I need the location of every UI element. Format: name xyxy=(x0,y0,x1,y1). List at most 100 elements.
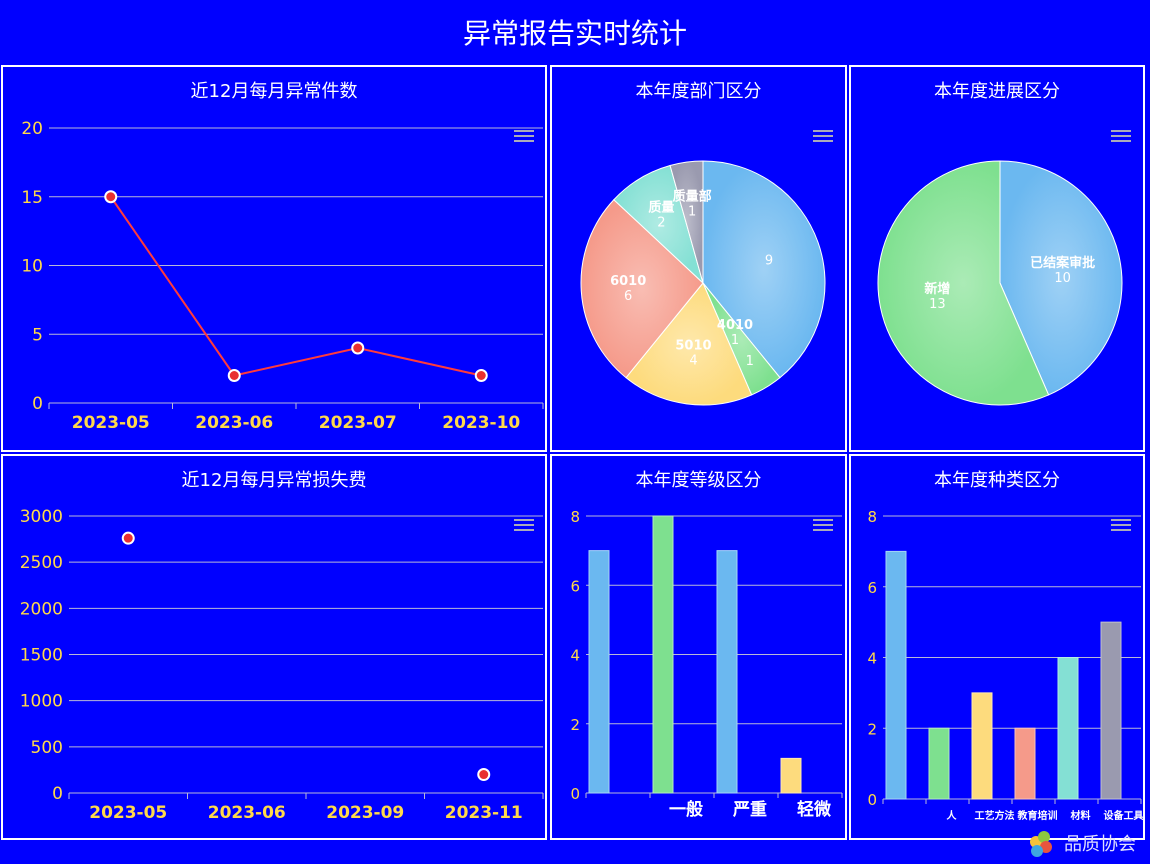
x-tick-label: 2023-06 xyxy=(195,413,273,433)
bar xyxy=(885,550,907,800)
bar xyxy=(1100,621,1122,800)
pie-slice xyxy=(580,199,704,379)
pie-slice xyxy=(702,160,826,379)
y-tick-label: 2000 xyxy=(20,599,63,619)
x-tick-label: 2023-09 xyxy=(326,803,404,823)
pie-slice xyxy=(625,282,753,406)
slice-label: 5010 xyxy=(675,338,711,353)
y-tick-label: 0 xyxy=(32,394,43,414)
x-tick-label: 2023-06 xyxy=(208,803,286,823)
data-point xyxy=(121,531,135,545)
y-tick-label: 10 xyxy=(21,257,43,277)
x-tick-label: 轻微 xyxy=(797,799,832,820)
pie-slice xyxy=(877,160,1050,406)
bar-chart: 0 2 4 6 8 一般 严重 轻微 xyxy=(570,508,843,820)
chart-menu-icon[interactable] xyxy=(1111,516,1131,532)
bar xyxy=(652,515,674,794)
y-tick-label: 8 xyxy=(867,508,877,526)
y-tick-label: 0 xyxy=(867,791,877,809)
y-tick-label: 8 xyxy=(570,508,580,526)
y-tick-label: 0 xyxy=(52,784,63,804)
slice-value: 9 xyxy=(765,254,773,269)
x-tick-label: 2023-05 xyxy=(89,803,167,823)
bar xyxy=(971,692,993,800)
panel-type-bar: 本年度种类区分 0 2 4 6 8 人 工艺方法 教育培训 材料 设备工具 xyxy=(849,454,1145,840)
series-line xyxy=(109,196,482,377)
line-chart: 0 5 10 15 20 2023-05 2023-06 2023-07 2023-10 xyxy=(21,119,544,433)
data-point xyxy=(351,341,365,355)
x-tick-label: 设备工具 xyxy=(1104,809,1144,822)
data-point xyxy=(104,190,118,204)
y-tick-label: 2500 xyxy=(20,553,63,573)
slice-label: 质量 xyxy=(648,200,674,216)
slice-value: 2 xyxy=(657,216,665,231)
bar xyxy=(588,550,610,794)
logo-flower-icon xyxy=(1030,831,1052,857)
data-point xyxy=(474,369,488,382)
y-tick-label: 1000 xyxy=(20,692,63,712)
slice-label: 新增 xyxy=(924,281,950,297)
watermark-logo: 品质协会 xyxy=(1024,828,1146,862)
slice-value: 1 xyxy=(731,333,739,348)
panel-monthly-count: 近12月每月异常件数 0 5 10 15 20 2023-05 2023-06 2023-07… xyxy=(1,65,547,452)
slice-label: 质量部 xyxy=(673,189,712,205)
panel-dept-pie: 本年度部门区分 9 1 5010 4 6010 6 质量 2 质量部 1 4010 1 xyxy=(550,65,847,452)
x-tick-label: 工艺方法 xyxy=(975,809,1015,822)
watermark-text: 品质协会 xyxy=(1064,834,1136,855)
x-tick-label: 教育培训 xyxy=(1017,809,1058,822)
slice-value: 4 xyxy=(689,353,697,368)
x-tick-label: 材料 xyxy=(1071,809,1091,822)
page-title: 异常报告实时统计 xyxy=(462,17,687,50)
chart-menu-icon[interactable] xyxy=(813,516,833,532)
y-tick-label: 2 xyxy=(570,716,580,734)
chart-title: 本年度部门区分 xyxy=(635,81,762,102)
x-tick-label: 2023-11 xyxy=(445,803,523,823)
y-tick-label: 4 xyxy=(867,650,877,668)
bar xyxy=(928,727,950,800)
x-tick-label: 2023-10 xyxy=(442,413,520,433)
scatter-chart: 0 500 1000 1500 2000 2500 3000 2023-05 2023-06 20… xyxy=(20,507,544,823)
chart-title: 近12月每月异常件数 xyxy=(190,81,358,102)
bar xyxy=(716,550,738,794)
data-point xyxy=(227,369,241,382)
chart-menu-icon[interactable] xyxy=(514,127,534,143)
x-tick-label: 严重 xyxy=(733,799,767,820)
y-tick-label: 20 xyxy=(21,119,43,139)
slice-label: 已结案审批 xyxy=(1030,255,1095,271)
x-tick-label: 人 xyxy=(947,809,958,822)
x-tick-label: 2023-05 xyxy=(72,413,150,433)
y-tick-label: 3000 xyxy=(20,507,63,527)
y-tick-label: 4 xyxy=(570,647,580,665)
y-tick-label: 15 xyxy=(21,188,43,208)
y-tick-label: 500 xyxy=(31,738,63,758)
y-tick-label: 5 xyxy=(32,325,43,345)
y-tick-label: 0 xyxy=(570,785,580,803)
y-tick-label: 2 xyxy=(867,720,877,738)
data-point xyxy=(477,768,491,782)
y-tick-label: 6 xyxy=(570,577,580,595)
y-tick-label: 6 xyxy=(867,579,877,597)
bar xyxy=(780,757,802,794)
x-tick-label: 2023-07 xyxy=(319,413,397,433)
chart-menu-icon[interactable] xyxy=(1111,127,1131,143)
slice-value: 6 xyxy=(624,289,632,304)
chart-title: 近12月每月异常损失费 xyxy=(181,470,367,491)
chart-title: 本年度进展区分 xyxy=(934,81,1060,102)
x-tick-label: 一般 xyxy=(669,799,703,820)
chart-menu-icon[interactable] xyxy=(514,516,534,532)
slice-value: 13 xyxy=(929,297,946,312)
chart-title: 本年度种类区分 xyxy=(934,470,1060,491)
panel-monthly-loss: 近12月每月异常损失费 0 500 1000 1500 2000 2500 3000 2023… xyxy=(1,454,547,840)
slice-label: 6010 xyxy=(610,274,646,289)
slice-label: 4010 xyxy=(717,318,753,333)
pie-slice xyxy=(999,160,1123,396)
slice-value: 1 xyxy=(746,354,754,369)
slice-value: 1 xyxy=(688,205,696,220)
panel-level-bar: 本年度等级区分 0 2 4 6 8 一般 严重 轻微 xyxy=(550,454,847,840)
bar-chart: 0 2 4 6 8 人 工艺方法 教育培训 材料 设备工具 xyxy=(867,508,1144,822)
y-tick-label: 1500 xyxy=(20,646,63,666)
slice-value: 10 xyxy=(1054,271,1071,286)
chart-menu-icon[interactable] xyxy=(813,127,833,143)
